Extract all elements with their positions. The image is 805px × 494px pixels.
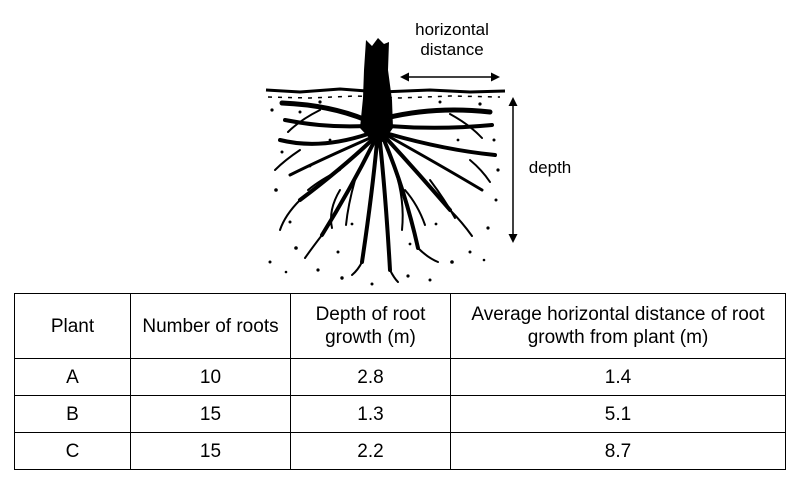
root-growth-table: Plant Number of roots Depth of root grow…	[14, 293, 786, 470]
table-row: B 15 1.3 5.1	[14, 395, 786, 433]
cell-number-of-roots: 15	[130, 395, 291, 433]
cell-depth: 1.3	[290, 395, 451, 433]
soil-specks	[268, 100, 500, 286]
root-system-illustration	[265, 38, 518, 286]
table-row: C 15 2.2 8.7	[14, 432, 786, 470]
header-depth: Depth of root growth (m)	[290, 293, 451, 359]
table-header-row: Plant Number of roots Depth of root grow…	[14, 293, 786, 359]
depth-arrow	[508, 97, 518, 243]
header-horizontal-distance: Average horizontal distance of root grow…	[450, 293, 786, 359]
header-plant: Plant	[14, 293, 131, 359]
cell-number-of-roots: 15	[130, 432, 291, 470]
cell-depth: 2.2	[290, 432, 451, 470]
cell-plant: B	[14, 395, 131, 433]
roots	[274, 100, 497, 283]
horizontal-distance-arrow	[400, 72, 500, 82]
cell-plant: C	[14, 432, 131, 470]
cell-depth: 2.8	[290, 358, 451, 396]
cell-horizontal-distance: 8.7	[450, 432, 786, 470]
cell-number-of-roots: 10	[130, 358, 291, 396]
depth-label: depth	[528, 158, 572, 177]
header-number-of-roots: Number of roots	[130, 293, 291, 359]
cell-horizontal-distance: 5.1	[450, 395, 786, 433]
cell-horizontal-distance: 1.4	[450, 358, 786, 396]
horizontal-distance-label: horizontal distance	[415, 20, 489, 59]
cell-plant: A	[14, 358, 131, 396]
table-row: A 10 2.8 1.4	[14, 358, 786, 396]
root-diagram: horizontal distance depth	[265, 20, 572, 286]
